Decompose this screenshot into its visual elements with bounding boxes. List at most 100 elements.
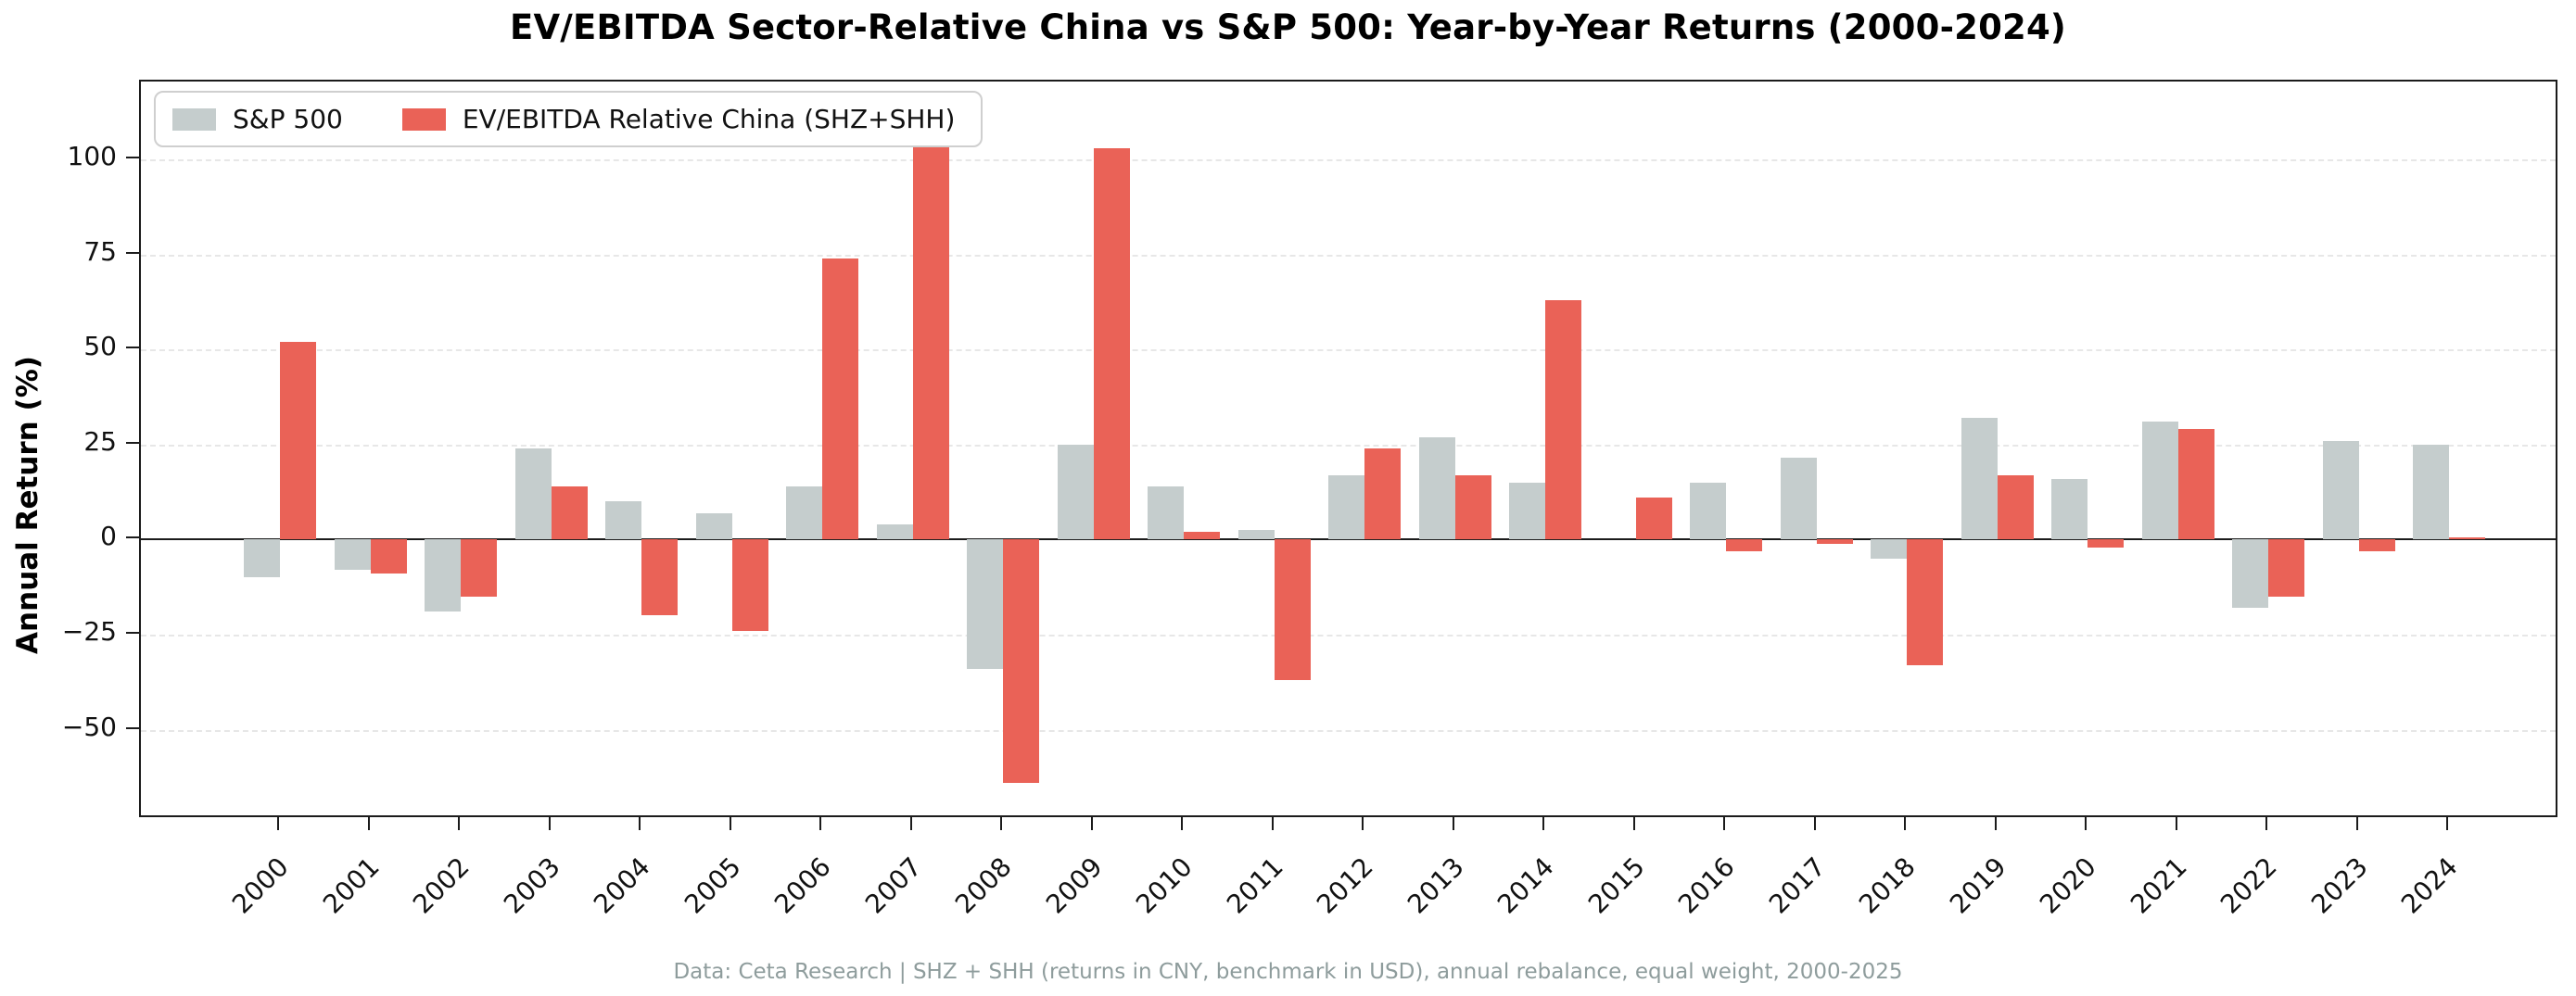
x-tick-label-2008: 2008: [948, 851, 1018, 920]
y-tick-mark-100: [126, 157, 139, 159]
x-tick-label-2007: 2007: [858, 851, 928, 920]
y-axis-label: Annual Return (%): [11, 356, 44, 654]
y-tick-label-50: 50: [83, 331, 117, 362]
y-tick-mark-75: [126, 251, 139, 254]
bar-china-2009: [1093, 147, 1130, 540]
bar-china-2018: [1907, 539, 1943, 665]
x-tick-label-2020: 2020: [2033, 851, 2102, 920]
bar-china-2008: [1003, 539, 1039, 784]
x-tick-mark-2008: [1000, 817, 1002, 830]
bar-sp500-2008: [967, 539, 1003, 669]
bar-china-2015: [1635, 498, 1672, 540]
x-tick-label-2012: 2012: [1310, 851, 1379, 920]
bar-sp500-2005: [695, 512, 732, 540]
x-tick-label-2013: 2013: [1401, 851, 1470, 920]
x-tick-label-2001: 2001: [316, 851, 386, 920]
bar-sp500-2024: [2413, 444, 2449, 540]
legend-label-sp500: S&P 500: [233, 104, 343, 134]
y-tick-mark--25: [126, 632, 139, 634]
data-source-note: Data: Ceta Research | SHZ + SHH (returns…: [673, 960, 1903, 984]
bar-sp500-2019: [1961, 418, 1998, 540]
gridline-100: [141, 159, 2556, 162]
bar-sp500-2007: [876, 524, 913, 540]
legend-swatch-china: [401, 107, 446, 131]
bar-china-2017: [1816, 539, 1853, 544]
y-tick-label-0: 0: [100, 521, 117, 552]
x-tick-mark-2018: [1904, 817, 1906, 830]
zero-axis-line: [141, 538, 2556, 541]
bar-sp500-2021: [2141, 422, 2178, 540]
bar-china-2013: [1454, 474, 1491, 540]
bar-china-2011: [1274, 539, 1311, 681]
x-tick-label-2024: 2024: [2394, 851, 2464, 920]
bar-sp500-2016: [1690, 482, 1726, 540]
bar-china-2000: [280, 342, 316, 540]
x-tick-mark-2014: [1542, 817, 1544, 830]
bar-china-2010: [1184, 532, 1220, 540]
y-tick-mark--50: [126, 726, 139, 729]
bar-sp500-2012: [1328, 474, 1364, 540]
y-tick-label--25: −25: [61, 616, 117, 647]
x-tick-mark-2015: [1632, 817, 1635, 830]
x-tick-label-2023: 2023: [2304, 851, 2374, 920]
bar-china-2020: [2087, 539, 2124, 548]
bar-china-2004: [641, 539, 678, 616]
bar-sp500-2013: [1418, 436, 1455, 540]
x-tick-label-2021: 2021: [2124, 851, 2193, 920]
bar-china-2003: [551, 485, 588, 540]
x-tick-label-2015: 2015: [1581, 851, 1651, 920]
x-tick-label-2000: 2000: [225, 851, 295, 920]
x-tick-label-2002: 2002: [406, 851, 476, 920]
gridline--25: [141, 635, 2556, 637]
bar-china-2014: [1545, 299, 1581, 540]
legend-swatch-sp500: [172, 107, 216, 131]
bar-china-2001: [370, 539, 407, 574]
x-tick-label-2011: 2011: [1220, 851, 1289, 920]
x-tick-mark-2004: [639, 817, 641, 830]
bar-sp500-2010: [1148, 485, 1184, 540]
x-tick-mark-2005: [729, 817, 731, 830]
chart-title: EV/EBITDA Sector-Relative China vs S&P 5…: [509, 7, 2067, 47]
bar-china-2016: [1726, 539, 1762, 551]
gridline-25: [141, 444, 2556, 447]
x-tick-mark-2000: [277, 817, 279, 830]
x-tick-label-2005: 2005: [678, 851, 747, 920]
x-tick-mark-2024: [2446, 817, 2448, 830]
y-tick-mark-0: [126, 536, 139, 539]
y-tick-label-100: 100: [67, 141, 117, 172]
x-tick-label-2003: 2003: [497, 851, 566, 920]
x-tick-mark-2010: [1181, 817, 1183, 830]
x-tick-mark-2012: [1362, 817, 1364, 830]
bar-sp500-2000: [244, 539, 280, 578]
y-tick-label--50: −50: [61, 711, 117, 742]
bar-sp500-2003: [514, 448, 552, 540]
bar-china-2023: [2358, 539, 2395, 551]
x-tick-mark-2001: [367, 817, 370, 830]
legend-label-china: EV/EBITDA Relative China (SHZ+SHH): [462, 104, 956, 134]
y-tick-mark-25: [126, 441, 139, 444]
x-tick-label-2014: 2014: [1491, 851, 1560, 920]
bar-sp500-2022: [2232, 539, 2268, 609]
x-tick-mark-2007: [909, 817, 912, 830]
x-tick-mark-2013: [1452, 817, 1454, 830]
bar-sp500-2020: [2051, 478, 2087, 540]
bar-china-2022: [2268, 539, 2304, 597]
x-tick-mark-2022: [2265, 817, 2267, 830]
bar-china-2021: [2177, 429, 2214, 540]
y-tick-label-75: 75: [83, 235, 117, 267]
x-tick-mark-2002: [458, 817, 460, 830]
x-tick-label-2009: 2009: [1039, 851, 1109, 920]
x-tick-mark-2023: [2355, 817, 2358, 830]
plot-area: S&P 500 EV/EBITDA Relative China (SHZ+SH…: [139, 80, 2557, 817]
bar-china-2024: [2449, 537, 2485, 540]
bar-sp500-2002: [425, 539, 461, 612]
gridline-50: [141, 349, 2556, 352]
x-tick-mark-2006: [819, 817, 821, 830]
x-tick-mark-2009: [1090, 817, 1093, 830]
bar-china-2012: [1364, 448, 1401, 540]
x-tick-label-2019: 2019: [1943, 851, 2012, 920]
bar-sp500-2004: [605, 501, 641, 540]
x-tick-mark-2021: [2175, 817, 2177, 830]
x-tick-mark-2020: [2085, 817, 2087, 830]
bar-sp500-2011: [1237, 530, 1275, 540]
